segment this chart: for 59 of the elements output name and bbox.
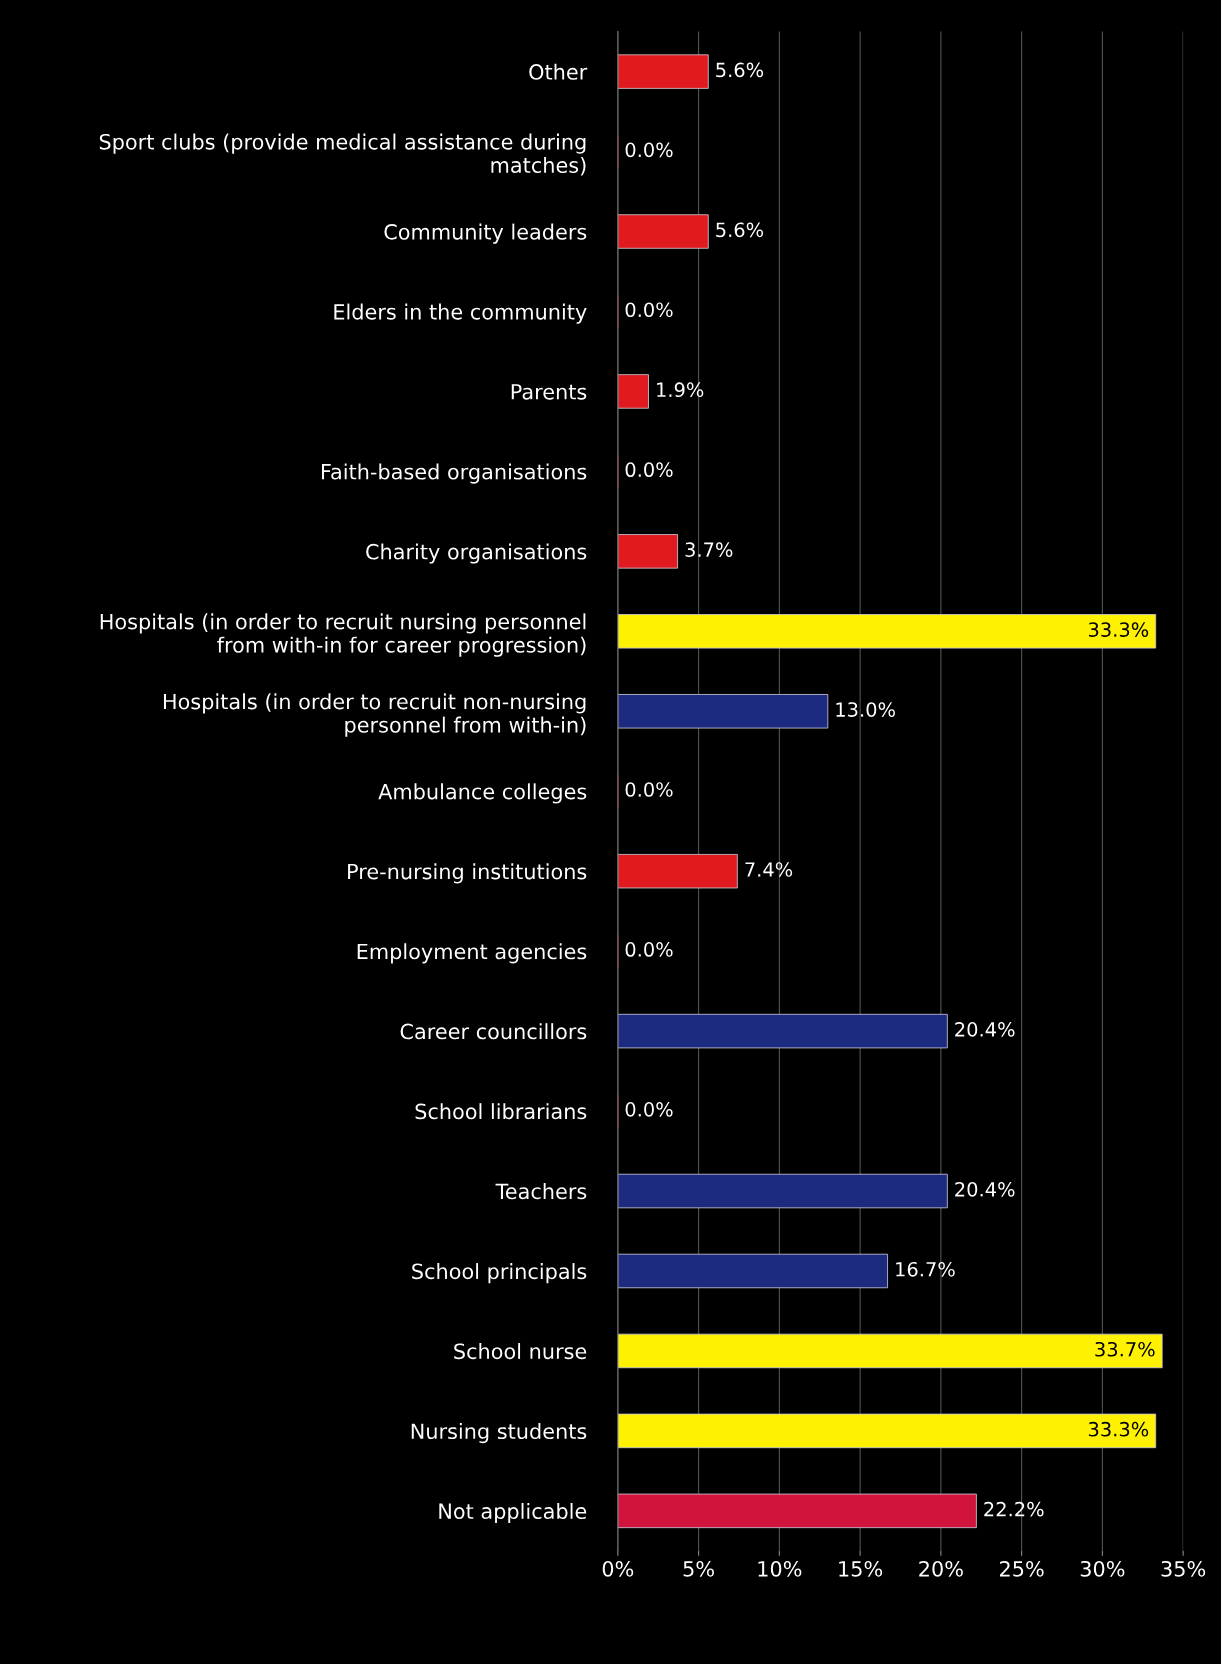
- x-tick-label: 25%: [1000, 1560, 1044, 1577]
- y-tick-label: Faith-based organisations: [321, 463, 587, 484]
- bar: [617, 694, 829, 729]
- y-tick-label: Community leaders: [384, 223, 587, 244]
- data-label: 0.0%: [625, 302, 673, 318]
- data-label: 5.6%: [716, 222, 764, 238]
- y-tick-label: Parents: [511, 384, 587, 400]
- x-tick-label: 0%: [602, 1560, 634, 1577]
- y-tick-label: Elders in the community: [334, 303, 587, 324]
- bar: [617, 614, 1157, 649]
- bar: [617, 1253, 888, 1289]
- data-label: 20.4%: [955, 1181, 1015, 1197]
- data-label: 0.0%: [625, 942, 673, 957]
- y-tick-label: Not applicable: [439, 1502, 587, 1524]
- y-tick-label: Teachers: [495, 1183, 587, 1200]
- x-tick-label: 20%: [919, 1560, 963, 1577]
- bar: [617, 1493, 977, 1529]
- bar: [617, 1173, 948, 1209]
- bar: [617, 853, 738, 889]
- data-label: 7.4%: [745, 862, 793, 877]
- data-label: 20.4%: [955, 1022, 1015, 1037]
- x-tick-label: 35%: [1161, 1560, 1206, 1577]
- y-tick-label: School nurse: [454, 1343, 587, 1360]
- y-tick-label: Sport clubs (provide medical assistance during matches): [99, 133, 586, 176]
- y-tick-label: Hospitals (in order to recruit non-nursing personnel from with-in): [163, 693, 586, 737]
- y-tick-label: Nursing students: [411, 1422, 587, 1444]
- data-label: 1.9%: [657, 382, 704, 398]
- data-label: 0.0%: [625, 782, 673, 797]
- data-label: 0.0%: [625, 462, 673, 478]
- y-tick-label: Pre-nursing institutions: [348, 863, 587, 884]
- y-tick-label: Charity organisations: [366, 543, 587, 564]
- bar: [617, 534, 679, 569]
- data-label: 33.3%: [1088, 1421, 1149, 1437]
- data-label: 16.7%: [896, 1261, 955, 1277]
- y-tick-label: School principals: [412, 1263, 587, 1284]
- bar: [617, 54, 709, 89]
- x-tick-label: 30%: [1080, 1560, 1125, 1577]
- data-label: 22.2%: [984, 1501, 1044, 1517]
- y-tick-label: Other: [529, 63, 588, 80]
- data-label: 13.0%: [836, 702, 895, 717]
- y-tick-label: Career councillors: [400, 1023, 587, 1040]
- bar: [617, 1013, 948, 1049]
- y-tick-label: School librarians: [415, 1103, 587, 1120]
- data-label: 33.3%: [1088, 622, 1149, 637]
- bar: [617, 1413, 1157, 1449]
- data-label: 5.6%: [716, 62, 764, 78]
- data-label: 3.7%: [685, 542, 733, 557]
- y-tick-label: Employment agencies: [357, 943, 587, 964]
- data-label: 33.7%: [1095, 1341, 1155, 1357]
- y-tick-label: Ambulance colleges: [378, 783, 587, 804]
- x-tick-label: 5%: [683, 1560, 714, 1577]
- data-label: 0.0%: [625, 142, 673, 158]
- bar: [617, 374, 649, 409]
- bar: [617, 1333, 1163, 1369]
- x-tick-label: 10%: [758, 1560, 802, 1577]
- x-tick-label: 15%: [839, 1560, 883, 1577]
- data-label: 0.0%: [625, 1102, 673, 1117]
- y-tick-label: Hospitals (in order to recruit nursing personnel from with-in for career progression): [100, 613, 586, 657]
- bar: [617, 214, 709, 249]
